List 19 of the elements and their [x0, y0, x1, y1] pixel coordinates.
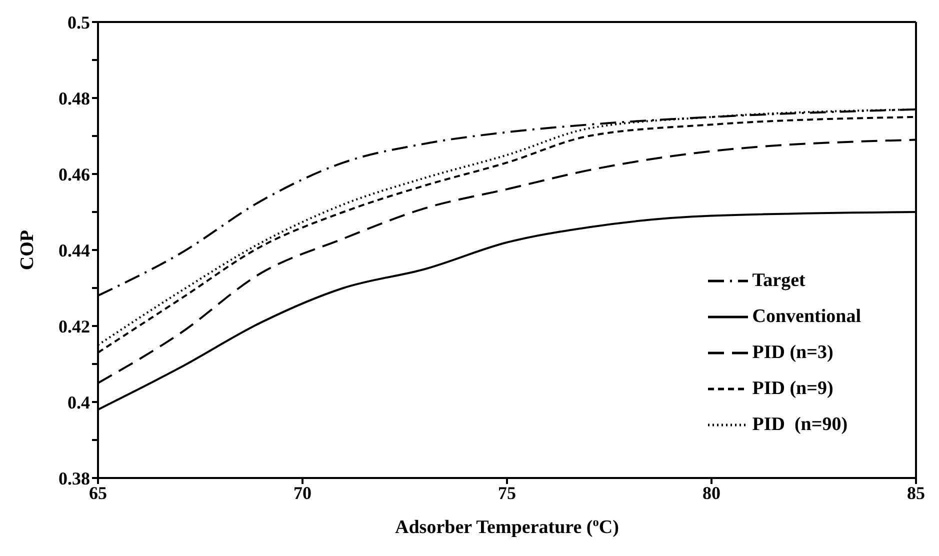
x-tick-label: 80	[702, 482, 720, 503]
y-tick-label: 0.42	[58, 316, 90, 336]
x-tick-label: 85	[907, 482, 925, 503]
legend-label: Conventional	[752, 305, 861, 329]
x-tick-label: 75	[498, 482, 516, 503]
y-tick-label: 0.44	[58, 240, 90, 260]
y-tick-label: 0.4	[68, 392, 90, 412]
legend-label: PID (n=3)	[752, 341, 834, 365]
x-tick-label: 70	[294, 482, 312, 503]
legend-label: PID (n=9)	[752, 377, 834, 401]
y-tick-label: 0.38	[58, 468, 90, 488]
legend-label: Target	[752, 269, 806, 293]
legend-label: PID (n=90)	[752, 413, 848, 437]
y-axis-title: COP	[17, 230, 38, 270]
y-tick-label: 0.5	[68, 12, 90, 32]
y-tick-label: 0.48	[58, 88, 90, 108]
y-tick-label: 0.46	[58, 164, 90, 184]
x-axis-title: Adsorber Temperature ($^{o}$C)	[395, 515, 619, 538]
x-tick-label: 65	[89, 482, 107, 503]
